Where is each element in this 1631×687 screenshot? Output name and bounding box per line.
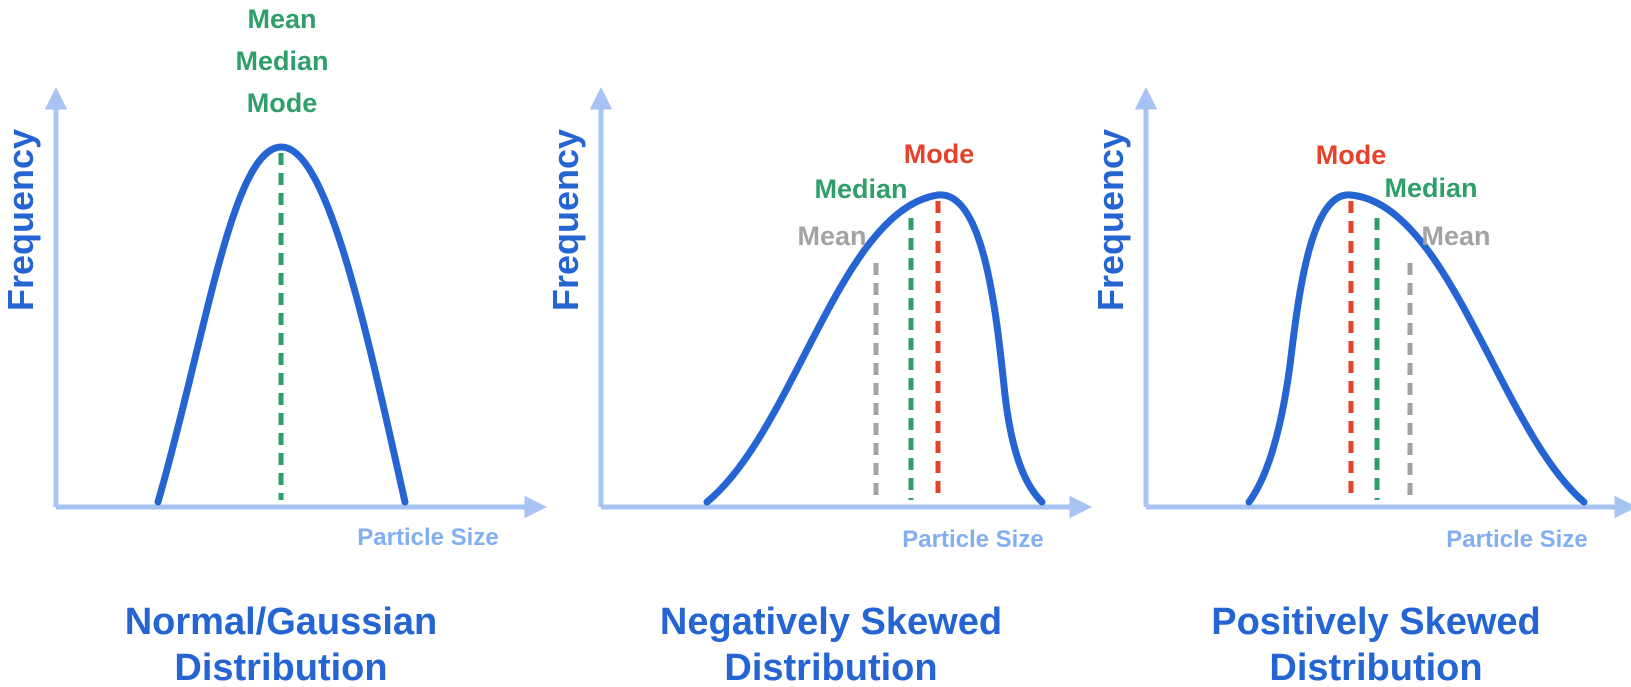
positive-title-line2: Distribution (1269, 647, 1482, 687)
normal-title-line1: Normal/Gaussian (125, 601, 438, 643)
negative-title-line1: Negatively Skewed (660, 601, 1002, 643)
normal-axes (44, 87, 547, 519)
negative-axes (589, 87, 1092, 519)
negative-mode-label: Mode (904, 139, 975, 169)
normal-y-axis-label: Frequency (0, 129, 41, 311)
normal-title-line2: Distribution (174, 647, 387, 687)
panel-normal: Mean Median Mode Frequency Particle Size… (0, 4, 547, 687)
positive-axes (1134, 87, 1631, 519)
positive-mode-label: Mode (1316, 140, 1387, 170)
negative-median-label: Median (814, 174, 907, 204)
negative-x-axis-label: Particle Size (902, 526, 1043, 553)
negative-y-axis-label: Frequency (545, 129, 586, 311)
panel-positive: Mode Median Mean Frequency Particle Size… (1090, 87, 1631, 687)
normal-median-label: Median (235, 46, 328, 76)
positive-x-axis-label: Particle Size (1446, 526, 1587, 553)
normal-mean-label: Mean (247, 4, 316, 34)
normal-x-axis-label: Particle Size (357, 524, 498, 551)
positive-curve (1245, 191, 1588, 506)
positive-median-label: Median (1384, 173, 1477, 203)
normal-mode-label: Mode (247, 88, 318, 118)
negative-title-line2: Distribution (724, 647, 937, 687)
panel-negative: Mode Median Mean Frequency Particle Size… (545, 87, 1092, 687)
normal-curve (154, 143, 409, 506)
positive-title-line1: Positively Skewed (1211, 601, 1541, 643)
negative-curve (703, 191, 1046, 506)
positive-mean-label: Mean (1421, 221, 1490, 251)
negative-mean-label: Mean (797, 221, 866, 251)
positive-y-axis-label: Frequency (1090, 129, 1131, 311)
